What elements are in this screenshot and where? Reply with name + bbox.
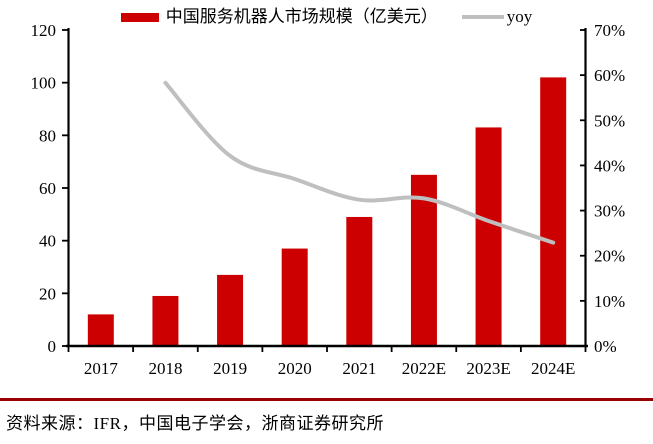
chart-legend: 中国服务机器人市场规模（亿美元） yoy [0,7,653,27]
right-axis-tick-label: 10% [594,292,625,311]
x-axis-label: 2023E [466,359,510,378]
bar-2019 [217,274,244,346]
bar-2017 [87,314,114,346]
yoy-line [163,80,556,245]
bar-legend-swatch-icon [120,12,159,22]
source-note: 资料来源：IFR，中国电子学会，浙商证券研究所 [0,398,653,434]
right-axis-tick-label: 40% [594,156,625,175]
left-axis-tick-label: 120 [31,21,57,40]
x-axis-label: 2021 [342,359,376,378]
bar-2022E [410,174,437,346]
bar-2020 [281,248,308,346]
bar-2023E [475,127,502,346]
x-axis-label: 2020 [278,359,312,378]
bar-line-chart: 0 20 40 60 80 100 120 0% 10% 20% 30% 40% 50% 60% 70% 20… [31,21,626,378]
x-axis-label: 2018 [148,359,182,378]
left-axis-tick-label: 60 [39,179,56,198]
line-legend-label: yoy [506,7,533,26]
right-axis-tick-label: 30% [594,202,625,221]
right-axis-tick-label: 50% [594,111,625,130]
bar-2024E [540,77,567,347]
x-axis-label: 2022E [402,359,446,378]
line-legend-swatch-icon [461,15,504,20]
left-axis-tick-label: 0 [48,337,57,356]
bar-legend-label: 中国服务机器人市场规模（亿美元） [165,7,438,26]
x-axis-label: 2017 [84,359,119,378]
bar-2018 [152,295,179,346]
left-axis-tick-label: 100 [31,74,57,93]
x-axis-label: 2024E [531,359,575,378]
left-axis-tick-label: 20 [39,284,56,303]
left-axis-tick-label: 80 [39,126,56,145]
bar-2021 [346,216,373,346]
x-axis-label: 2019 [213,359,247,378]
left-axis-tick-label: 40 [39,232,56,251]
right-axis-tick-label: 20% [594,247,625,266]
right-axis-tick-label: 70% [594,21,625,40]
source-text: 资料来源：IFR，中国电子学会，浙商证券研究所 [6,414,384,433]
right-axis-tick-label: 0% [594,337,617,356]
right-axis-tick-label: 60% [594,66,625,85]
